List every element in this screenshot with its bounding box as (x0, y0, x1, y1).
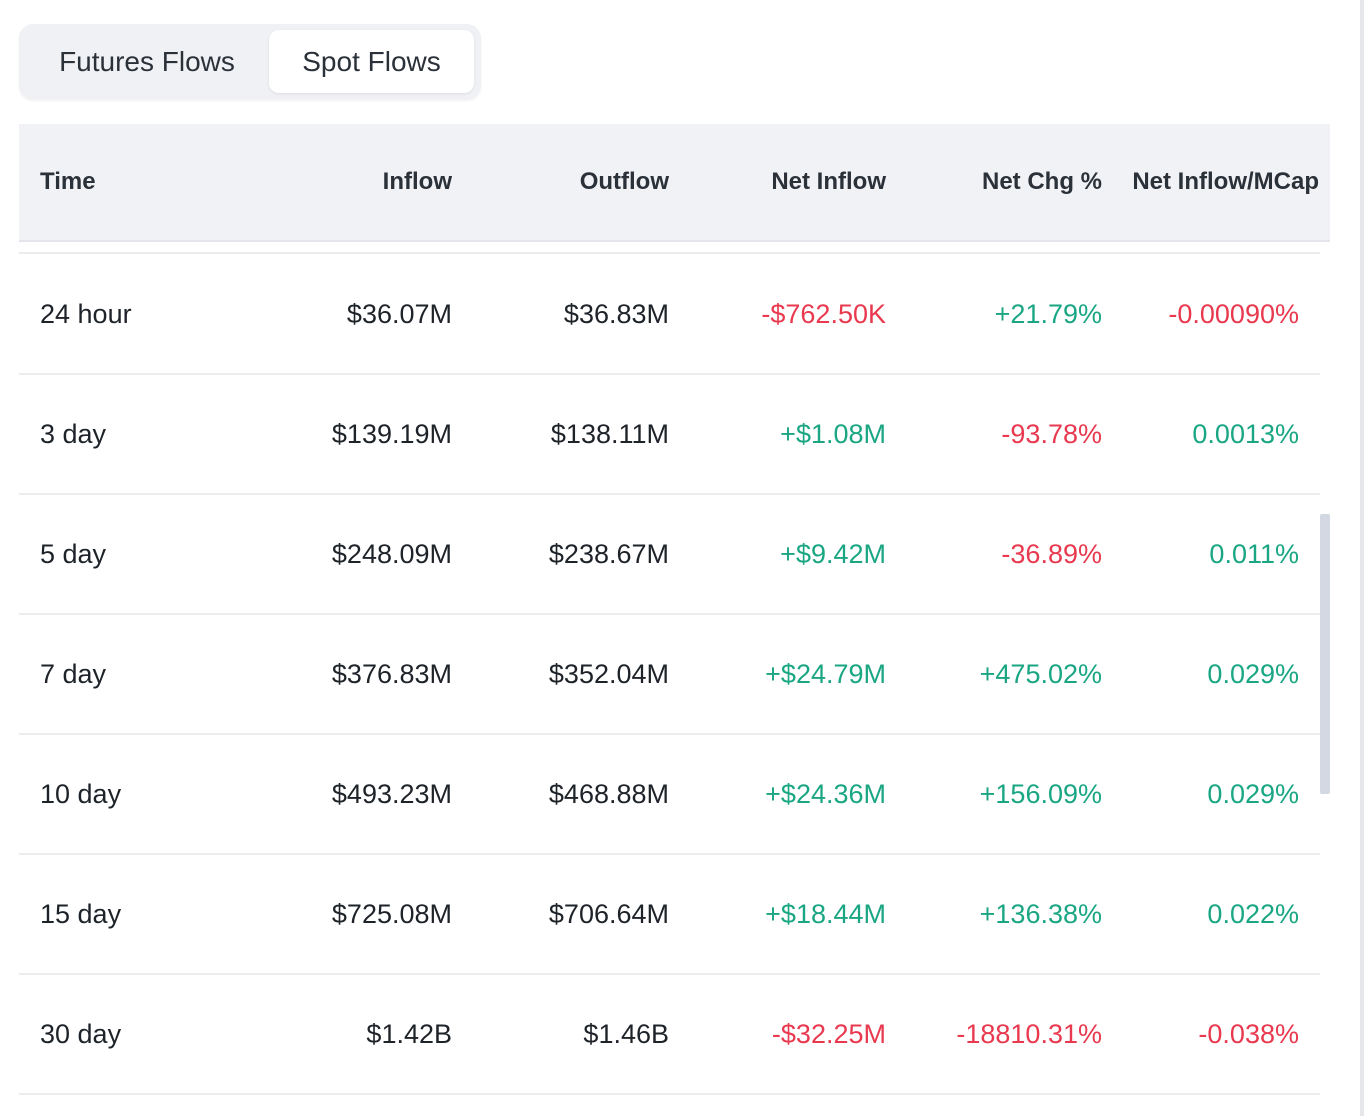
cell-net-inflow-mcap: 0.029% (1207, 658, 1299, 689)
table-row: 15 day $725.08M $706.64M +$18.44M +136.38% 0.… (19, 855, 1320, 975)
cell-net-inflow: -$762.50K (761, 298, 886, 329)
table-scrollbar[interactable] (1320, 514, 1330, 794)
table-row: 24 hour $36.07M $36.83M -$762.50K +21.79% -0.… (19, 255, 1320, 375)
cell-net-chg: -36.89% (1001, 538, 1102, 569)
flow-type-tabs: Futures Flows Spot Flows (19, 24, 481, 99)
cell-net-inflow-mcap: 0.0013% (1192, 418, 1299, 449)
table-row: 7 day $376.83M $352.04M +$24.79M +475.02% 0.0… (19, 615, 1320, 735)
cell-time: 7 day (40, 658, 107, 689)
cell-net-inflow-mcap: 0.011% (1209, 538, 1299, 569)
header-net-chg[interactable]: Net Chg % (982, 168, 1102, 195)
table-row: 3 day $139.19M $138.11M +$1.08M -93.78% 0.001… (19, 375, 1320, 495)
cell-net-inflow-mcap: -0.00090% (1168, 298, 1299, 329)
tab-futures-flows[interactable]: Futures Flows (59, 45, 235, 77)
cell-net-inflow: +$24.36M (765, 778, 886, 809)
cell-inflow: $1.42B (366, 1018, 452, 1049)
cell-net-inflow-mcap: 0.022% (1207, 898, 1299, 929)
table-row: 10 day $493.23M $468.88M +$24.36M +156.09% 0.… (19, 735, 1320, 855)
table-row: 30 day $1.42B $1.46B -$32.25M -18810.31% -0.0… (19, 975, 1320, 1095)
cell-net-chg: +136.38% (979, 898, 1102, 929)
panel-edge (1360, 0, 1364, 1116)
cell-outflow: $352.04M (548, 658, 669, 689)
cell-net-chg: +475.02% (979, 658, 1102, 689)
cell-net-chg: -93.78% (1001, 418, 1102, 449)
cell-net-chg: -18810.31% (956, 1018, 1102, 1049)
cell-outflow: $468.88M (548, 778, 669, 809)
cell-time: 15 day (40, 898, 122, 929)
cell-net-inflow-mcap: 0.029% (1207, 778, 1299, 809)
cell-inflow: $376.83M (331, 658, 452, 689)
header-net-inflow[interactable]: Net Inflow (771, 168, 886, 195)
cell-time: 5 day (40, 538, 107, 569)
cell-net-inflow: +$1.08M (780, 418, 886, 449)
header-time[interactable]: Time (40, 168, 96, 195)
cell-outflow: $138.11M (550, 418, 669, 449)
cell-time: 30 day (40, 1018, 122, 1049)
cell-time: 10 day (40, 778, 122, 809)
cell-net-inflow: +$24.79M (765, 658, 886, 689)
cell-inflow: $139.19M (331, 418, 452, 449)
cell-outflow: $1.46B (583, 1018, 669, 1049)
cell-outflow: $36.83M (563, 298, 669, 329)
cell-outflow: $238.67M (548, 538, 669, 569)
cell-net-inflow: +$18.44M (765, 898, 886, 929)
table-header: Time Inflow Outflow Net Inflow Net Chg %… (19, 124, 1330, 242)
cell-outflow: $706.64M (548, 898, 669, 929)
header-net-inflow-mcap[interactable]: Net Inflow/MCap (1132, 168, 1319, 195)
cell-inflow: $493.23M (331, 778, 452, 809)
tab-spot-flows[interactable]: Spot Flows (269, 30, 474, 93)
header-inflow[interactable]: Inflow (382, 168, 452, 195)
cell-inflow: $725.08M (331, 898, 452, 929)
cell-net-inflow-mcap: -0.038% (1198, 1018, 1299, 1049)
cell-inflow: $36.07M (346, 298, 452, 329)
cell-net-chg: +21.79% (994, 298, 1102, 329)
cell-net-inflow: +$9.42M (780, 538, 886, 569)
cell-time: 24 hour (40, 298, 132, 329)
table-row: 5 day $248.09M $238.67M +$9.42M -36.89% 0.011… (19, 495, 1320, 615)
cell-net-inflow: -$32.25M (771, 1018, 886, 1049)
header-divider (19, 252, 1320, 254)
cell-net-chg: +156.09% (979, 778, 1102, 809)
cell-time: 3 day (40, 418, 107, 449)
header-outflow[interactable]: Outflow (579, 168, 669, 195)
cell-inflow: $248.09M (331, 538, 452, 569)
